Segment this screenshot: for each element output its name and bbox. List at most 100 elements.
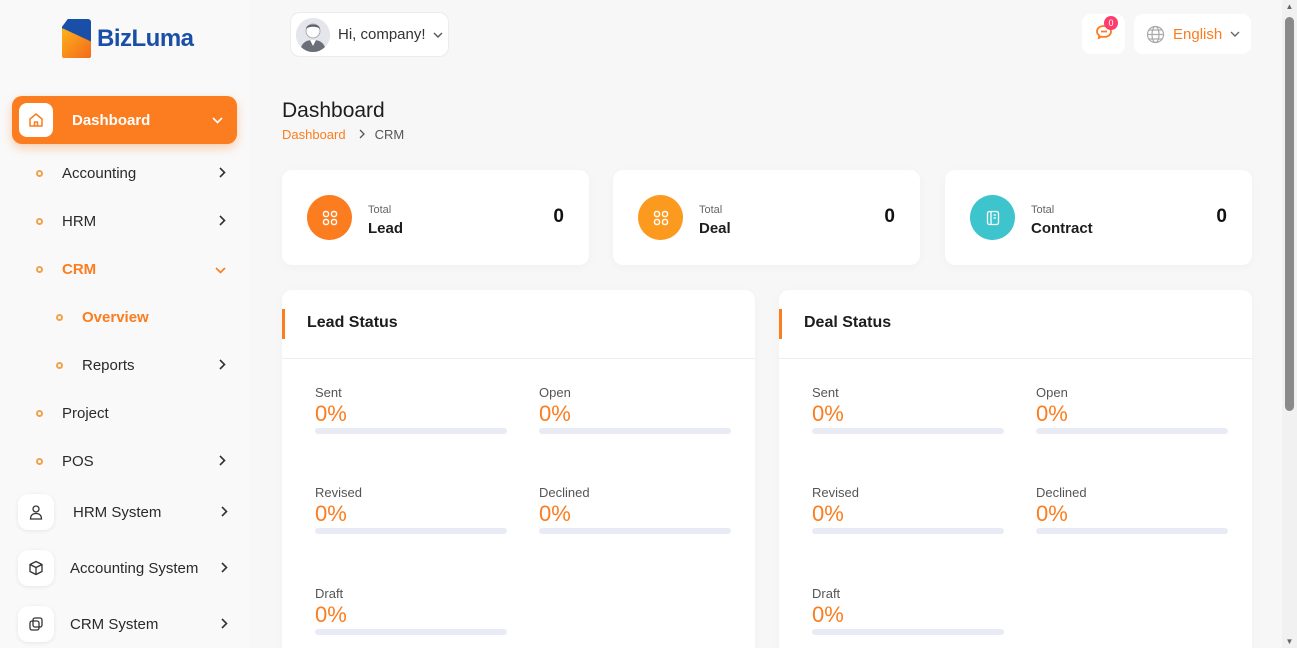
metric-label: Open xyxy=(1036,385,1068,400)
metric-open: Open 0% xyxy=(1036,385,1228,434)
sidebar-item-label: Dashboard xyxy=(72,111,151,129)
panel-header: Deal Status xyxy=(779,290,1252,359)
deal-status-panel: Deal Status Sent 0% Open 0% Revised 0% D… xyxy=(779,290,1252,648)
metric-label: Declined xyxy=(1036,485,1087,500)
sidebar-item-dashboard[interactable]: Dashboard xyxy=(12,96,237,144)
stat-value: 0 xyxy=(1216,206,1227,227)
metric-value: 0% xyxy=(315,401,347,426)
stat-card-lead: Total Lead 0 xyxy=(282,170,589,265)
language-selector[interactable]: English xyxy=(1134,14,1251,54)
metric-open: Open 0% xyxy=(539,385,731,434)
metric-label: Draft xyxy=(315,586,344,601)
sidebar: BizLuma Dashboard Accounting HRM CRM Ove… xyxy=(0,0,250,648)
notebook-icon xyxy=(970,195,1015,240)
sidebar-item-project[interactable]: Project xyxy=(36,403,226,423)
progress-bar xyxy=(1036,428,1228,434)
grid-icon xyxy=(638,195,683,240)
stat-label: Lead xyxy=(368,220,404,237)
chevron-right-icon xyxy=(221,560,228,576)
chevron-right-icon xyxy=(219,453,226,469)
notification-badge: 0 xyxy=(1104,16,1118,30)
metric-label: Sent xyxy=(812,385,839,400)
metric-value: 0% xyxy=(539,501,571,526)
panel-title: Deal Status xyxy=(804,314,892,331)
bullet-icon xyxy=(36,265,43,273)
bullet-icon xyxy=(36,217,43,225)
metric-declined: Declined 0% xyxy=(539,485,731,534)
sidebar-item-crm[interactable]: CRM xyxy=(36,259,226,279)
scrollbar-thumb[interactable] xyxy=(1285,17,1294,411)
sidebar-item-crm-system[interactable]: CRM System xyxy=(18,606,228,642)
page-title: Dashboard xyxy=(282,99,385,122)
metric-value: 0% xyxy=(315,602,347,627)
bullet-icon xyxy=(36,409,43,417)
stat-caption: Total xyxy=(699,204,723,216)
metric-label: Revised xyxy=(812,485,859,500)
progress-bar xyxy=(1036,528,1228,534)
user-menu-button[interactable]: Hi, company! xyxy=(290,12,449,57)
metric-label: Draft xyxy=(812,586,841,601)
home-icon xyxy=(19,103,53,137)
sidebar-item-label: HRM System xyxy=(73,503,162,521)
sidebar-item-hrm-system[interactable]: HRM System xyxy=(18,494,228,530)
brand-logo[interactable]: BizLuma xyxy=(62,19,194,58)
avatar xyxy=(296,17,330,52)
metric-value: 0% xyxy=(315,501,347,526)
sidebar-item-label: Reports xyxy=(82,356,135,374)
chevron-right-icon xyxy=(219,165,226,181)
sidebar-item-pos[interactable]: POS xyxy=(36,451,226,471)
sidebar-item-reports[interactable]: Reports xyxy=(56,355,226,375)
bullet-icon xyxy=(36,169,43,177)
sidebar-item-accounting[interactable]: Accounting xyxy=(36,163,226,183)
chevron-down-icon xyxy=(212,113,223,127)
progress-bar xyxy=(812,629,1004,635)
page-scrollbar[interactable]: ▲ ▼ xyxy=(1282,0,1297,648)
bullet-icon xyxy=(56,361,63,369)
chevron-right-icon xyxy=(221,504,228,520)
breadcrumb: Dashboard CRM xyxy=(282,127,404,142)
brand-name: BizLuma xyxy=(97,24,194,52)
sidebar-item-accounting-system[interactable]: Accounting System xyxy=(18,550,228,586)
chevron-right-icon xyxy=(219,213,226,229)
user-greeting: Hi, company! xyxy=(338,26,426,43)
sidebar-item-label: HRM xyxy=(62,212,97,230)
chevron-down-icon xyxy=(433,29,443,41)
breadcrumb-current: CRM xyxy=(374,127,405,142)
metric-label: Declined xyxy=(539,485,590,500)
sidebar-item-label: Accounting xyxy=(62,164,137,182)
progress-bar xyxy=(315,528,507,534)
chevron-down-icon xyxy=(215,261,226,277)
sidebar-item-label: Accounting System xyxy=(70,559,199,577)
sidebar-item-overview[interactable]: Overview xyxy=(56,307,226,327)
breadcrumb-link[interactable]: Dashboard xyxy=(282,127,346,142)
metric-label: Open xyxy=(539,385,571,400)
progress-bar xyxy=(812,428,1004,434)
metric-value: 0% xyxy=(1036,401,1068,426)
box-icon xyxy=(18,550,54,586)
bullet-icon xyxy=(36,457,43,465)
sidebar-item-label: CRM xyxy=(62,260,97,278)
chevron-right-icon xyxy=(219,357,226,373)
progress-bar xyxy=(539,428,731,434)
sidebar-item-label: Overview xyxy=(82,308,149,326)
stat-caption: Total xyxy=(1031,204,1055,216)
metric-declined: Declined 0% xyxy=(1036,485,1228,534)
lead-status-panel: Lead Status Sent 0% Open 0% Revised 0% D… xyxy=(282,290,755,648)
layers-icon xyxy=(18,606,54,642)
bullet-icon xyxy=(56,313,63,321)
chevron-right-icon xyxy=(221,616,228,632)
messages-button[interactable]: 0 xyxy=(1082,14,1125,54)
panel-header: Lead Status xyxy=(282,290,755,359)
metric-value: 0% xyxy=(812,501,844,526)
sidebar-item-label: CRM System xyxy=(70,615,159,633)
stat-card-contract: Total Contract 0 xyxy=(945,170,1252,265)
scroll-up-icon[interactable]: ▲ xyxy=(1285,2,1294,11)
metric-label: Sent xyxy=(315,385,342,400)
metric-value: 0% xyxy=(812,602,844,627)
metric-revised: Revised 0% xyxy=(812,485,1004,534)
metric-value: 0% xyxy=(1036,501,1068,526)
chat-icon xyxy=(1095,24,1113,45)
metric-sent: Sent 0% xyxy=(812,385,1004,434)
scroll-down-icon[interactable]: ▼ xyxy=(1285,637,1294,646)
sidebar-item-hrm[interactable]: HRM xyxy=(36,211,226,231)
